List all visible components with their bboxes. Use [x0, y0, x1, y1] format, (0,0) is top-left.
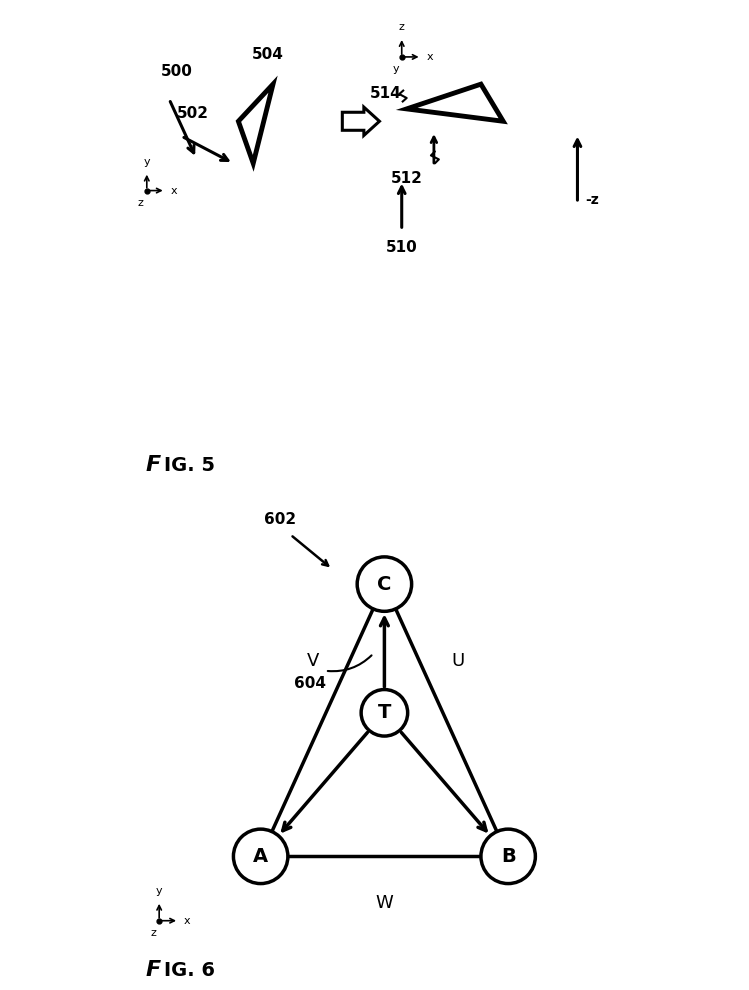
Text: -z: -z [585, 193, 598, 208]
Text: y: y [392, 64, 399, 74]
Circle shape [357, 556, 412, 612]
Text: U: U [451, 651, 464, 670]
Circle shape [234, 830, 288, 883]
Polygon shape [407, 84, 503, 121]
Text: 514: 514 [370, 86, 401, 101]
Text: 502: 502 [177, 106, 208, 121]
Circle shape [361, 689, 407, 736]
Text: W: W [375, 894, 393, 913]
Text: z: z [398, 22, 404, 32]
Text: IG. 5: IG. 5 [164, 456, 215, 475]
Text: z: z [138, 198, 144, 208]
Text: F: F [146, 960, 161, 980]
Text: y: y [144, 156, 150, 167]
Text: 604: 604 [294, 675, 326, 691]
Text: A: A [253, 846, 268, 866]
Text: 504: 504 [252, 47, 284, 61]
Text: B: B [501, 846, 515, 866]
Polygon shape [342, 107, 380, 136]
Text: V: V [306, 651, 319, 670]
Text: y: y [156, 886, 163, 896]
Text: z: z [151, 929, 157, 939]
Text: x: x [184, 916, 190, 926]
Text: F: F [146, 455, 161, 475]
Text: 512: 512 [391, 170, 423, 186]
Text: C: C [377, 574, 392, 594]
Text: 510: 510 [386, 241, 418, 255]
Text: 500: 500 [160, 64, 192, 79]
Text: x: x [426, 51, 433, 62]
Text: 602: 602 [264, 512, 297, 527]
Text: IG. 6: IG. 6 [164, 961, 215, 980]
Text: x: x [171, 185, 178, 196]
Text: T: T [377, 703, 391, 723]
Circle shape [481, 830, 536, 883]
